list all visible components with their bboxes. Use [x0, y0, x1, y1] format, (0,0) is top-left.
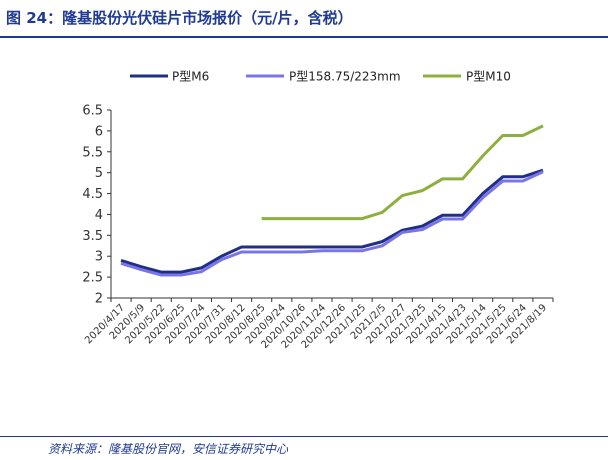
legend-label-1: P型M6: [172, 70, 209, 84]
y-tick-label: 3.5: [82, 229, 103, 244]
y-tick-label: 2: [95, 292, 103, 307]
series-line-3: [261, 124, 544, 221]
legend: P型M6 P型158.75/223mm P型M10: [130, 70, 511, 84]
y-tick-label: 2.5: [82, 271, 103, 286]
y-tick-label: 4.5: [82, 187, 103, 202]
line-chart: P型M6 P型158.75/223mm P型M10 2 2.5 3 3.5 4 4.5 5 5.5…: [82, 70, 554, 351]
legend-label-2: P型158.75/223mm: [289, 70, 401, 84]
series-layer: [120, 124, 544, 277]
y-tick-label: 6: [95, 124, 103, 139]
chart-title: 图 24：隆基股份光伏硅片市场报价（元/片，含税）: [6, 9, 353, 27]
y-tick-label: 4: [95, 208, 103, 223]
source-note: 资料来源：隆基股份官网，安信证券研究中心: [48, 442, 289, 456]
axes: 22.533.544.555.566.52020/4/172020/5/9202…: [82, 104, 554, 351]
y-tick-label: 5: [95, 166, 103, 181]
footer-divider: [0, 436, 608, 437]
y-tick-label: 5.5: [82, 145, 103, 160]
y-tick-label: 3: [95, 250, 103, 265]
legend-label-3: P型M10: [466, 70, 511, 84]
series-line-1: [120, 168, 544, 274]
title-divider: [0, 36, 608, 38]
series-line-2: [120, 170, 544, 277]
y-tick-label: 6.5: [82, 104, 103, 119]
